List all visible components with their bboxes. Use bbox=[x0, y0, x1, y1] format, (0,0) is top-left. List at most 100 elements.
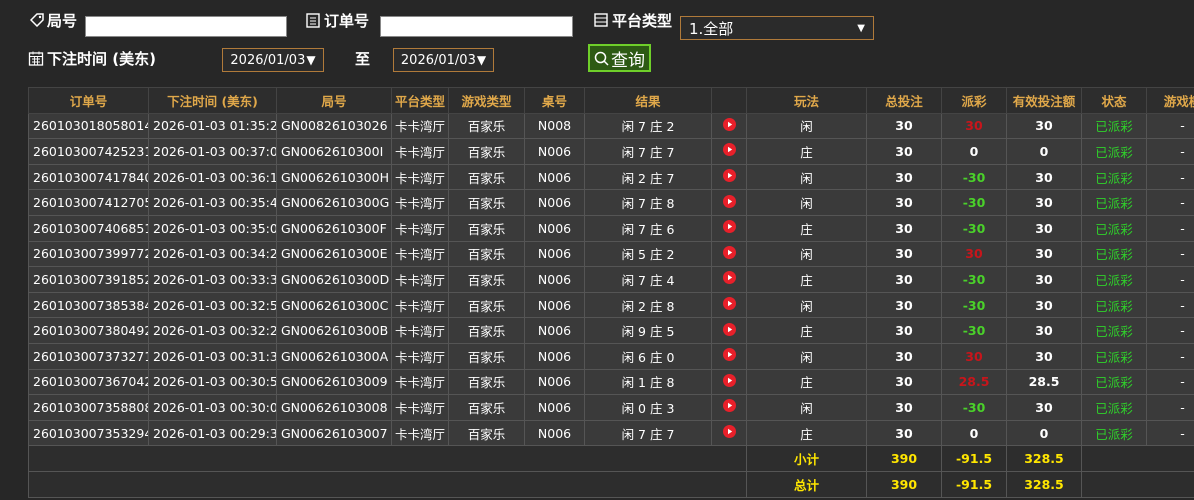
replay-icon[interactable] bbox=[722, 373, 736, 387]
cell: 30 bbox=[866, 138, 942, 165]
cell bbox=[1081, 470, 1194, 498]
cell: 30 bbox=[1006, 189, 1082, 216]
replay-icon[interactable] bbox=[722, 169, 736, 183]
cell: 30 bbox=[941, 240, 1007, 268]
header-cell: 订单号 bbox=[28, 87, 149, 114]
cell: 260103007417840 bbox=[28, 163, 149, 191]
cell: 百家乐 bbox=[448, 419, 525, 447]
replay-cell bbox=[711, 317, 747, 344]
cell: N006 bbox=[524, 368, 585, 396]
cell: 30 bbox=[866, 189, 942, 216]
header-row: 订单号 下注时间 (美东) 局号 平台类型 游戏类型 桌号 结果 玩法 总投注 派彩 有效投注额 状态… bbox=[28, 87, 1194, 114]
cell: 260103007353294 bbox=[28, 419, 149, 447]
cell: 30 bbox=[866, 342, 942, 370]
bet-table: 订单号 下注时间 (美东) 局号 平台类型 游戏类型 桌号 结果 玩法 总投注 派彩 有效投注额 状态… bbox=[28, 87, 1194, 498]
replay-icon[interactable] bbox=[722, 348, 736, 362]
cell: - bbox=[1146, 240, 1194, 268]
select-value: 1.全部 bbox=[689, 19, 734, 38]
cell: 庄 bbox=[746, 419, 867, 447]
cell: 30 bbox=[1006, 342, 1082, 370]
time-filter: 下注时间 (美东) bbox=[28, 46, 156, 70]
cell: - bbox=[1146, 163, 1194, 191]
cell: 30 bbox=[941, 112, 1007, 140]
search-button[interactable]: 查询 bbox=[588, 44, 651, 72]
cell: 闲 7 庄 8 bbox=[584, 189, 712, 216]
cell: N006 bbox=[524, 266, 585, 293]
cell: GN0062610300A bbox=[276, 342, 392, 370]
replay-icon[interactable] bbox=[722, 220, 736, 234]
cell: 30 bbox=[866, 214, 942, 242]
cell: 30 bbox=[866, 266, 942, 293]
cell: 已派彩 bbox=[1081, 317, 1147, 344]
cell: 2026-01-03 00:36:16 bbox=[148, 163, 277, 191]
replay-icon[interactable] bbox=[722, 271, 736, 285]
cell: GN0062610300I bbox=[276, 138, 392, 165]
replay-icon[interactable] bbox=[722, 194, 736, 208]
cell: 30 bbox=[1006, 240, 1082, 268]
cell: GN0062610300G bbox=[276, 189, 392, 216]
round-filter: 局号 bbox=[30, 8, 77, 32]
label: 平台类型 bbox=[612, 11, 673, 30]
cell: - bbox=[1146, 342, 1194, 370]
replay-cell bbox=[711, 394, 747, 421]
replay-icon[interactable] bbox=[722, 322, 736, 336]
cell: 2026-01-03 00:35:42 bbox=[148, 189, 277, 216]
cell: 闲 bbox=[746, 342, 867, 370]
header-cell: 总投注 bbox=[866, 87, 942, 114]
cell: 30 bbox=[866, 317, 942, 344]
cell: GN0062610300E bbox=[276, 240, 392, 268]
cell: 已派彩 bbox=[1081, 266, 1147, 293]
cell: 卡卡湾厅 bbox=[391, 112, 449, 140]
replay-cell bbox=[711, 112, 747, 140]
data-row: 260103007399772 2026-01-03 00:34:24 GN0062… bbox=[28, 240, 1194, 268]
cell: - bbox=[1146, 138, 1194, 165]
cell: 百家乐 bbox=[448, 214, 525, 242]
cell: N006 bbox=[524, 138, 585, 165]
replay-icon[interactable] bbox=[722, 117, 736, 131]
order-input[interactable] bbox=[380, 16, 573, 37]
header-cell: 玩法 bbox=[746, 87, 867, 114]
cell: 已派彩 bbox=[1081, 163, 1147, 191]
cell: 30 bbox=[866, 419, 942, 447]
cell: 百家乐 bbox=[448, 394, 525, 421]
platform-select[interactable]: 1.全部 ▼ bbox=[680, 16, 874, 40]
cell: 闲 bbox=[746, 291, 867, 319]
cell: 2026-01-03 01:35:25 bbox=[148, 112, 277, 140]
summary-cell: 390 bbox=[866, 445, 942, 472]
cell: 庄 bbox=[746, 138, 867, 165]
replay-icon[interactable] bbox=[722, 245, 736, 259]
date-to[interactable]: 2026/01/03 bbox=[393, 48, 494, 72]
cell: 260103007380492 bbox=[28, 317, 149, 344]
cell: N006 bbox=[524, 394, 585, 421]
cell: 260103018058014 bbox=[28, 112, 149, 140]
replay-icon[interactable] bbox=[722, 143, 736, 157]
cell: - bbox=[1146, 317, 1194, 344]
cell: 260103007406851 bbox=[28, 214, 149, 242]
data-row: 260103007353294 2026-01-03 00:29:34 GN0062… bbox=[28, 419, 1194, 447]
cell: 260103007385384 bbox=[28, 291, 149, 319]
cell: 闲 2 庄 7 bbox=[584, 163, 712, 191]
cell: 28.5 bbox=[941, 368, 1007, 396]
data-row: 260103007385384 2026-01-03 00:32:55 GN0062… bbox=[28, 291, 1194, 319]
cell: 2026-01-03 00:29:34 bbox=[148, 419, 277, 447]
date-from[interactable]: 2026/01/03 bbox=[222, 48, 324, 72]
cell: 2026-01-03 00:30:54 bbox=[148, 368, 277, 396]
replay-icon[interactable] bbox=[722, 297, 736, 311]
cell: 卡卡湾厅 bbox=[391, 163, 449, 191]
header-cell bbox=[711, 87, 747, 114]
cell: 闲 6 庄 0 bbox=[584, 342, 712, 370]
data-row: 260103007417840 2026-01-03 00:36:16 GN0062… bbox=[28, 163, 1194, 191]
cell: 闲 5 庄 2 bbox=[584, 240, 712, 268]
cell: 闲 2 庄 8 bbox=[584, 291, 712, 319]
cell: - bbox=[1146, 266, 1194, 293]
cell: 30 bbox=[866, 112, 942, 140]
replay-icon[interactable] bbox=[722, 399, 736, 413]
cell: GN0062610300B bbox=[276, 317, 392, 344]
replay-icon[interactable] bbox=[722, 425, 736, 439]
date-value: 2026/01/03 bbox=[230, 52, 306, 68]
date-value: 2026/01/03 bbox=[400, 52, 476, 68]
replay-cell bbox=[711, 138, 747, 165]
round-input[interactable] bbox=[85, 16, 287, 37]
cell: 闲 7 庄 2 bbox=[584, 112, 712, 140]
